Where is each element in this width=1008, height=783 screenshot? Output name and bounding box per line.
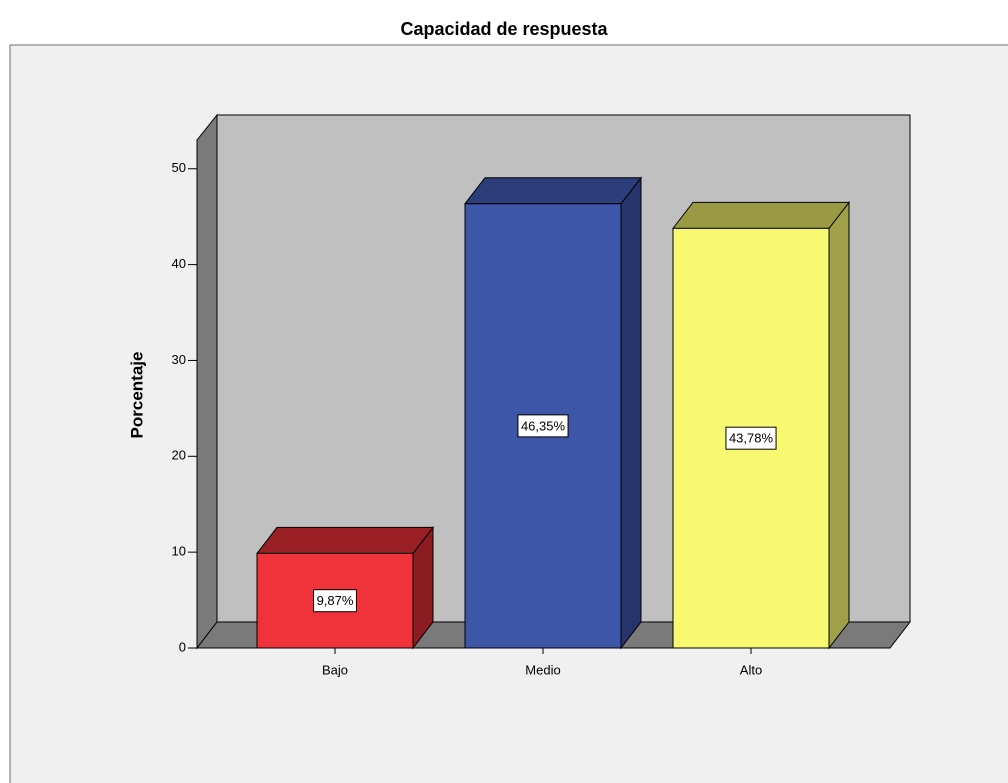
- value-label-box: [725, 426, 777, 450]
- bar-side: [828, 200, 850, 650]
- x-tick-label: Medio: [525, 662, 560, 677]
- y-axis-label: Porcentaje: [127, 352, 146, 439]
- bar-top: [463, 177, 643, 205]
- value-label-box: [313, 589, 357, 613]
- y-tick-label: 30: [172, 352, 186, 367]
- bar-top: [255, 526, 435, 554]
- chart-title: Capacidad de respuesta: [400, 19, 608, 39]
- y-tick-label: 50: [172, 160, 186, 175]
- value-label-box: [517, 414, 569, 438]
- value-label: 43,78%: [729, 431, 774, 446]
- y-tick-label: 20: [172, 448, 186, 463]
- value-label: 9,87%: [317, 593, 354, 608]
- y-tick-label: 0: [179, 639, 186, 654]
- bar-side: [620, 176, 642, 650]
- y-tick-label: 40: [172, 256, 186, 271]
- value-label: 46,35%: [521, 418, 566, 433]
- left-wall: [196, 113, 218, 650]
- y-tick-label: 10: [172, 544, 186, 559]
- bar-top: [671, 201, 851, 229]
- x-tick-label: Bajo: [322, 662, 348, 677]
- x-tick-label: Alto: [740, 662, 762, 677]
